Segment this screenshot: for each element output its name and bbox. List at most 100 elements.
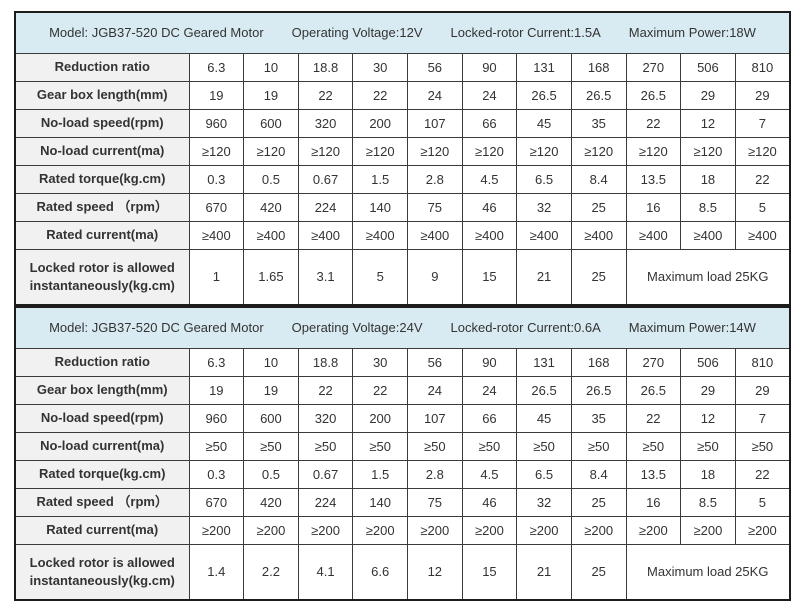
spec-cell: 0.67 <box>297 164 354 194</box>
spec-cell: 1.5 <box>352 459 408 489</box>
spec-cell: 2.2 <box>243 543 299 601</box>
spec-cell: 140 <box>352 192 408 222</box>
table-row: Reduction ratio 6.3 10 18.8 30 56 90 131 168 270 5… <box>14 347 791 377</box>
motor-spec-table: Model: JGB37-520 DC Geared Motor Operatin… <box>14 306 791 601</box>
spec-cell: ≥50 <box>461 431 518 461</box>
spec-cell: 810 <box>734 347 791 377</box>
spec-tables-container: Model: JGB37-520 DC Geared Motor Operatin… <box>14 11 791 601</box>
spec-cell: 1.5 <box>352 164 408 194</box>
header-segment-max-power: Maximum Power:18W <box>628 25 756 41</box>
spec-cell: 506 <box>680 347 736 377</box>
spec-cell: 15 <box>461 248 518 306</box>
spec-cell: 6.3 <box>188 347 245 377</box>
spec-cell: 9 <box>407 248 463 306</box>
spec-cell: ≥400 <box>734 220 791 250</box>
spec-cell: 35 <box>570 403 627 433</box>
spec-cell: 270 <box>625 52 682 82</box>
spec-cell: 420 <box>243 487 299 517</box>
header-segment-locked-rotor-current: Locked-rotor Current:1.5A <box>450 25 601 41</box>
spec-cell: 45 <box>516 403 572 433</box>
spec-cell: 224 <box>297 192 354 222</box>
spec-cell: ≥400 <box>570 220 627 250</box>
spec-cell: 29 <box>734 375 791 405</box>
spec-cell: ≥400 <box>297 220 354 250</box>
spec-cell: 320 <box>297 108 354 138</box>
row-label: No-load speed(rpm) <box>14 108 190 138</box>
table-row: Reduction ratio 6.3 10 18.8 30 56 90 131 168 270 5… <box>14 52 791 82</box>
spec-cell: ≥120 <box>570 136 627 166</box>
spec-cell: 8.5 <box>680 192 736 222</box>
table-row: Rated torque(kg.cm) 0.3 0.5 0.67 1.5 2.8 4.5 6.… <box>14 459 791 489</box>
spec-cell: 420 <box>243 192 299 222</box>
spec-cell: 75 <box>407 192 463 222</box>
spec-cell: 90 <box>461 52 518 82</box>
spec-cell: 19 <box>188 375 245 405</box>
spec-cell: ≥400 <box>407 220 463 250</box>
spec-cell: 29 <box>680 375 736 405</box>
spec-cell: 12 <box>407 543 463 601</box>
spec-cell: 12 <box>680 108 736 138</box>
spec-cell: 22 <box>297 80 354 110</box>
spec-cell: 21 <box>516 248 572 306</box>
spec-cell: 1.65 <box>243 248 299 306</box>
spec-cell: 960 <box>188 403 245 433</box>
row-label: Reduction ratio <box>14 347 190 377</box>
spec-cell: 35 <box>570 108 627 138</box>
spec-cell: 21 <box>516 543 572 601</box>
spec-cell: 200 <box>352 108 408 138</box>
spec-cell: 4.5 <box>461 164 518 194</box>
spec-cell: ≥200 <box>352 515 408 545</box>
table-row: No-load current(ma) ≥50 ≥50 ≥50 ≥50 ≥50 ≥50 ≥50… <box>14 431 791 461</box>
spec-cell: ≥50 <box>352 431 408 461</box>
spec-cell: ≥200 <box>188 515 245 545</box>
spec-cell: ≥120 <box>188 136 245 166</box>
spec-cell: 19 <box>243 80 299 110</box>
spec-cell: 13.5 <box>625 459 682 489</box>
row-label: Reduction ratio <box>14 52 190 82</box>
row-label: Rated torque(kg.cm) <box>14 459 190 489</box>
spec-cell: 6.3 <box>188 52 245 82</box>
spec-cell: 18 <box>680 459 736 489</box>
row-label: Rated current(ma) <box>14 515 190 545</box>
spec-cell: ≥120 <box>516 136 572 166</box>
table-row: Gear box length(mm) 19 19 22 22 24 24 26.5 26.5 2… <box>14 80 791 110</box>
row-label: No-load current(ma) <box>14 136 190 166</box>
spec-cell: 22 <box>625 108 682 138</box>
spec-cell: 960 <box>188 108 245 138</box>
spec-cell: ≥50 <box>407 431 463 461</box>
spec-cell: ≥400 <box>461 220 518 250</box>
row-label: Locked rotor is allowed instantaneously(… <box>14 543 190 601</box>
spec-cell: 270 <box>625 347 682 377</box>
spec-cell: 19 <box>243 375 299 405</box>
spec-cell: 12 <box>680 403 736 433</box>
spec-cell: ≥50 <box>297 431 354 461</box>
spec-cell: ≥200 <box>407 515 463 545</box>
spec-cell: 22 <box>734 164 791 194</box>
spec-cell: 24 <box>407 375 463 405</box>
spec-cell: ≥120 <box>297 136 354 166</box>
header-segment-max-power: Maximum Power:14W <box>628 320 756 336</box>
spec-cell: 10 <box>243 52 299 82</box>
spec-cell: 18.8 <box>297 52 354 82</box>
spec-cell: ≥120 <box>407 136 463 166</box>
header-segment-voltage: Operating Voltage:12V <box>291 25 423 41</box>
spec-cell: ≥120 <box>625 136 682 166</box>
spec-cell: 600 <box>243 403 299 433</box>
spec-cell: ≥200 <box>734 515 791 545</box>
spec-cell: 26.5 <box>625 80 682 110</box>
spec-cell: 24 <box>461 80 518 110</box>
spec-cell: ≥400 <box>352 220 408 250</box>
spec-cell: 75 <box>407 487 463 517</box>
spec-cell: ≥50 <box>734 431 791 461</box>
spec-cell: 8.4 <box>570 164 627 194</box>
row-label: No-load speed(rpm) <box>14 403 190 433</box>
spec-cell: 45 <box>516 108 572 138</box>
row-label: Rated current(ma) <box>14 220 190 250</box>
spec-cell: 0.3 <box>188 164 245 194</box>
spec-cell: 7 <box>734 403 791 433</box>
row-label: Rated speed （rpm） <box>14 487 190 517</box>
spec-cell: 0.67 <box>297 459 354 489</box>
header-segment-model: Model: JGB37-520 DC Geared Motor <box>49 25 264 41</box>
spec-cell: 25 <box>570 192 627 222</box>
